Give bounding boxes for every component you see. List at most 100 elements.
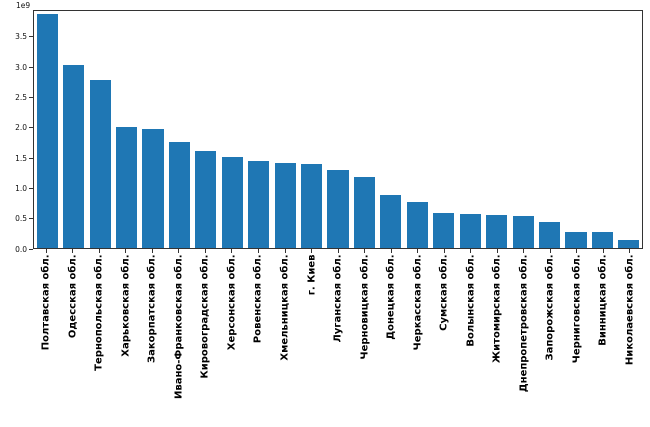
bar-slot (616, 11, 642, 248)
y-tick-label: 0.5 (15, 214, 27, 224)
y-tick-mark (29, 96, 33, 98)
x-tick-label: Ровенская обл. (252, 254, 264, 344)
y-tick-label: 1.0 (15, 183, 27, 193)
x-tick-mark (72, 249, 74, 253)
bar-slot (166, 11, 192, 248)
x-tick-label: Сумская обл. (438, 254, 450, 331)
y-tick-mark (29, 127, 33, 129)
bar-slot (246, 11, 272, 248)
x-tick-label: г. Киев (306, 254, 317, 296)
y-tick-label: 3.0 (15, 62, 27, 72)
bar-slot (351, 11, 377, 248)
bar (327, 169, 349, 248)
bar (195, 150, 217, 248)
bar-slot (113, 11, 139, 248)
x-tick-mark (443, 249, 445, 253)
x-tick-label: Полтавская обл. (40, 254, 52, 351)
y-tick-mark (29, 218, 33, 220)
bar-slot (431, 11, 457, 248)
bar-slot (589, 11, 615, 248)
bar (433, 212, 455, 248)
x-tick-label: Житомирская обл. (491, 254, 503, 364)
y-tick-mark (29, 157, 33, 159)
x-tick-mark (602, 249, 604, 253)
x-tick-label: Одесская обл. (67, 254, 79, 339)
bar-slot (325, 11, 351, 248)
x-tick-label: Запорожская обл. (544, 254, 556, 361)
bar-slot (193, 11, 219, 248)
y-tick-mark (29, 248, 33, 250)
x-tick-label: Закорпатская обл. (146, 254, 158, 363)
x-tick-mark (151, 249, 153, 253)
bars-container (34, 11, 642, 248)
x-tick-label: Харьковская обл. (120, 254, 132, 357)
x-tick-label: Черкасская обл. (412, 254, 424, 351)
x-tick-mark (576, 249, 578, 253)
bar (168, 141, 190, 248)
x-tick-label: Ивано-Франковская обл. (173, 254, 185, 399)
bar-slot (140, 11, 166, 248)
bar (512, 215, 534, 248)
x-tick-label: Херсонская обл. (226, 254, 238, 351)
x-tick-mark (98, 249, 100, 253)
bar-slot (563, 11, 589, 248)
bar (221, 157, 243, 248)
y-tick-label: 0.0 (15, 244, 27, 254)
x-tick-mark (178, 249, 180, 253)
y-tick-label: 2.0 (15, 123, 27, 133)
x-tick-mark (629, 249, 631, 253)
x-tick-label: Луганская обл. (332, 254, 344, 343)
x-tick-mark (417, 249, 419, 253)
x-tick-mark (231, 249, 233, 253)
x-tick-mark (549, 249, 551, 253)
x-tick-label: Черниговская обл. (571, 254, 583, 364)
bar (36, 14, 58, 248)
bar (63, 65, 85, 248)
x-tick-mark (337, 249, 339, 253)
y-tick-label: 1.5 (15, 153, 27, 163)
x-tick-mark (204, 249, 206, 253)
x-tick-mark (284, 249, 286, 253)
bar-slot (219, 11, 245, 248)
plot-area (33, 10, 643, 249)
bar-slot (483, 11, 509, 248)
bar-slot (536, 11, 562, 248)
y-tick-mark (29, 66, 33, 68)
x-tick-mark (496, 249, 498, 253)
x-tick-mark (364, 249, 365, 253)
x-tick-mark (45, 249, 47, 253)
bar (248, 161, 270, 248)
bar-slot (34, 11, 60, 248)
bar-slot (272, 11, 298, 248)
bar-slot (404, 11, 430, 248)
x-tick-label: Тернопольская обл. (93, 254, 105, 371)
x-tick-label: Николаевская обл. (624, 254, 636, 366)
x-tick-mark (390, 249, 392, 253)
y-axis-offset-text: 1e9 (16, 1, 31, 10)
bar-slot (510, 11, 536, 248)
bar (274, 162, 296, 248)
x-tick-label: Волынская обл. (465, 254, 477, 347)
y-tick-label: 2.5 (15, 92, 27, 102)
y-tick-mark (29, 187, 33, 189)
bar (459, 213, 481, 248)
x-tick-label: Винницкая обл. (597, 254, 609, 346)
bar-slot (457, 11, 483, 248)
bar (565, 231, 587, 248)
bar (618, 240, 640, 248)
bar-slot (298, 11, 324, 248)
y-tick-label: 3.5 (15, 32, 27, 42)
x-tick-mark (470, 249, 472, 253)
x-tick-label: Кировоградская обл. (199, 254, 211, 379)
bar-slot (378, 11, 404, 248)
bar-slot (87, 11, 113, 248)
bar (538, 221, 561, 248)
bar (486, 214, 508, 248)
x-tick-label: Донецкая обл. (385, 254, 397, 340)
bar-slot (60, 11, 86, 248)
bar (406, 202, 428, 248)
x-tick-label: Хмельницкая обл. (279, 254, 291, 361)
bar (142, 128, 164, 248)
bar (353, 177, 376, 248)
